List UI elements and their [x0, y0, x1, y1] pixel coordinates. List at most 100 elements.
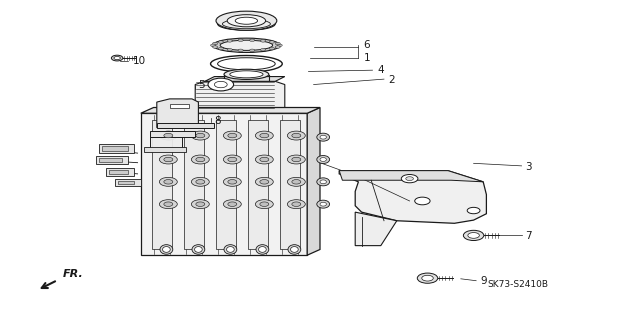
Circle shape: [191, 155, 209, 164]
Ellipse shape: [223, 19, 270, 29]
Circle shape: [287, 200, 305, 209]
Ellipse shape: [230, 71, 263, 78]
Circle shape: [164, 133, 173, 138]
Circle shape: [212, 42, 218, 45]
Polygon shape: [115, 179, 141, 186]
Text: 9: 9: [480, 276, 486, 286]
Polygon shape: [195, 81, 285, 112]
Circle shape: [228, 202, 237, 206]
Text: 4: 4: [378, 65, 384, 75]
Circle shape: [223, 155, 241, 164]
Circle shape: [208, 78, 234, 91]
Polygon shape: [339, 171, 483, 182]
Text: 10: 10: [133, 56, 147, 66]
Ellipse shape: [320, 135, 326, 139]
Ellipse shape: [111, 55, 123, 61]
Ellipse shape: [227, 247, 234, 252]
Polygon shape: [106, 168, 134, 175]
Polygon shape: [205, 77, 285, 81]
Ellipse shape: [216, 11, 277, 30]
Text: 7: 7: [525, 231, 531, 241]
Circle shape: [417, 273, 438, 283]
Circle shape: [159, 200, 177, 209]
Circle shape: [287, 131, 305, 140]
Text: 6: 6: [364, 40, 370, 50]
Ellipse shape: [114, 56, 120, 60]
Circle shape: [238, 39, 243, 41]
Circle shape: [260, 157, 269, 162]
Polygon shape: [99, 144, 134, 153]
Circle shape: [196, 157, 205, 162]
Bar: [109, 170, 128, 174]
Circle shape: [164, 157, 173, 162]
Circle shape: [164, 202, 173, 206]
Circle shape: [228, 133, 237, 138]
Text: FR.: FR.: [63, 269, 83, 279]
Circle shape: [218, 47, 223, 50]
Circle shape: [196, 180, 205, 184]
Bar: [216, 120, 236, 249]
Polygon shape: [157, 123, 214, 128]
Ellipse shape: [256, 245, 269, 254]
Ellipse shape: [317, 133, 330, 141]
Bar: [99, 158, 122, 162]
Ellipse shape: [236, 17, 258, 24]
Ellipse shape: [220, 40, 273, 50]
Circle shape: [255, 200, 273, 209]
Bar: [102, 146, 128, 151]
Ellipse shape: [224, 69, 269, 79]
Circle shape: [287, 177, 305, 186]
Circle shape: [260, 202, 269, 206]
Circle shape: [255, 155, 273, 164]
Text: 8: 8: [214, 116, 221, 126]
Circle shape: [223, 200, 241, 209]
Ellipse shape: [160, 245, 173, 254]
Circle shape: [269, 41, 275, 43]
Circle shape: [292, 157, 301, 162]
Text: 1: 1: [364, 53, 370, 63]
Ellipse shape: [195, 247, 202, 252]
Polygon shape: [141, 113, 307, 255]
Ellipse shape: [224, 245, 237, 254]
Circle shape: [196, 133, 205, 138]
Circle shape: [223, 131, 241, 140]
Circle shape: [196, 202, 205, 206]
Polygon shape: [170, 104, 189, 108]
Polygon shape: [141, 108, 320, 113]
Circle shape: [260, 133, 269, 138]
Circle shape: [292, 133, 301, 138]
Polygon shape: [144, 147, 186, 152]
Circle shape: [255, 177, 273, 186]
Circle shape: [238, 49, 243, 52]
Circle shape: [212, 46, 218, 48]
Ellipse shape: [320, 202, 326, 206]
Bar: [118, 181, 134, 184]
Ellipse shape: [192, 245, 205, 254]
Circle shape: [164, 180, 173, 184]
Circle shape: [269, 47, 275, 50]
Ellipse shape: [288, 245, 301, 254]
Circle shape: [159, 131, 177, 140]
Polygon shape: [96, 156, 128, 164]
Text: SK73-S2410B: SK73-S2410B: [488, 280, 548, 289]
Polygon shape: [150, 131, 195, 137]
Circle shape: [260, 180, 269, 184]
Circle shape: [292, 202, 301, 206]
Ellipse shape: [320, 158, 326, 161]
Polygon shape: [339, 171, 486, 223]
Circle shape: [422, 275, 433, 281]
Circle shape: [287, 155, 305, 164]
Circle shape: [218, 41, 223, 43]
Polygon shape: [157, 99, 198, 128]
Ellipse shape: [320, 180, 326, 184]
Circle shape: [191, 200, 209, 209]
Ellipse shape: [291, 247, 298, 252]
Ellipse shape: [163, 247, 170, 252]
Ellipse shape: [317, 200, 330, 208]
Polygon shape: [150, 137, 182, 148]
Text: 3: 3: [525, 161, 531, 172]
Circle shape: [401, 174, 418, 183]
Circle shape: [227, 40, 232, 42]
Circle shape: [463, 230, 484, 241]
Text: 5: 5: [198, 79, 205, 90]
